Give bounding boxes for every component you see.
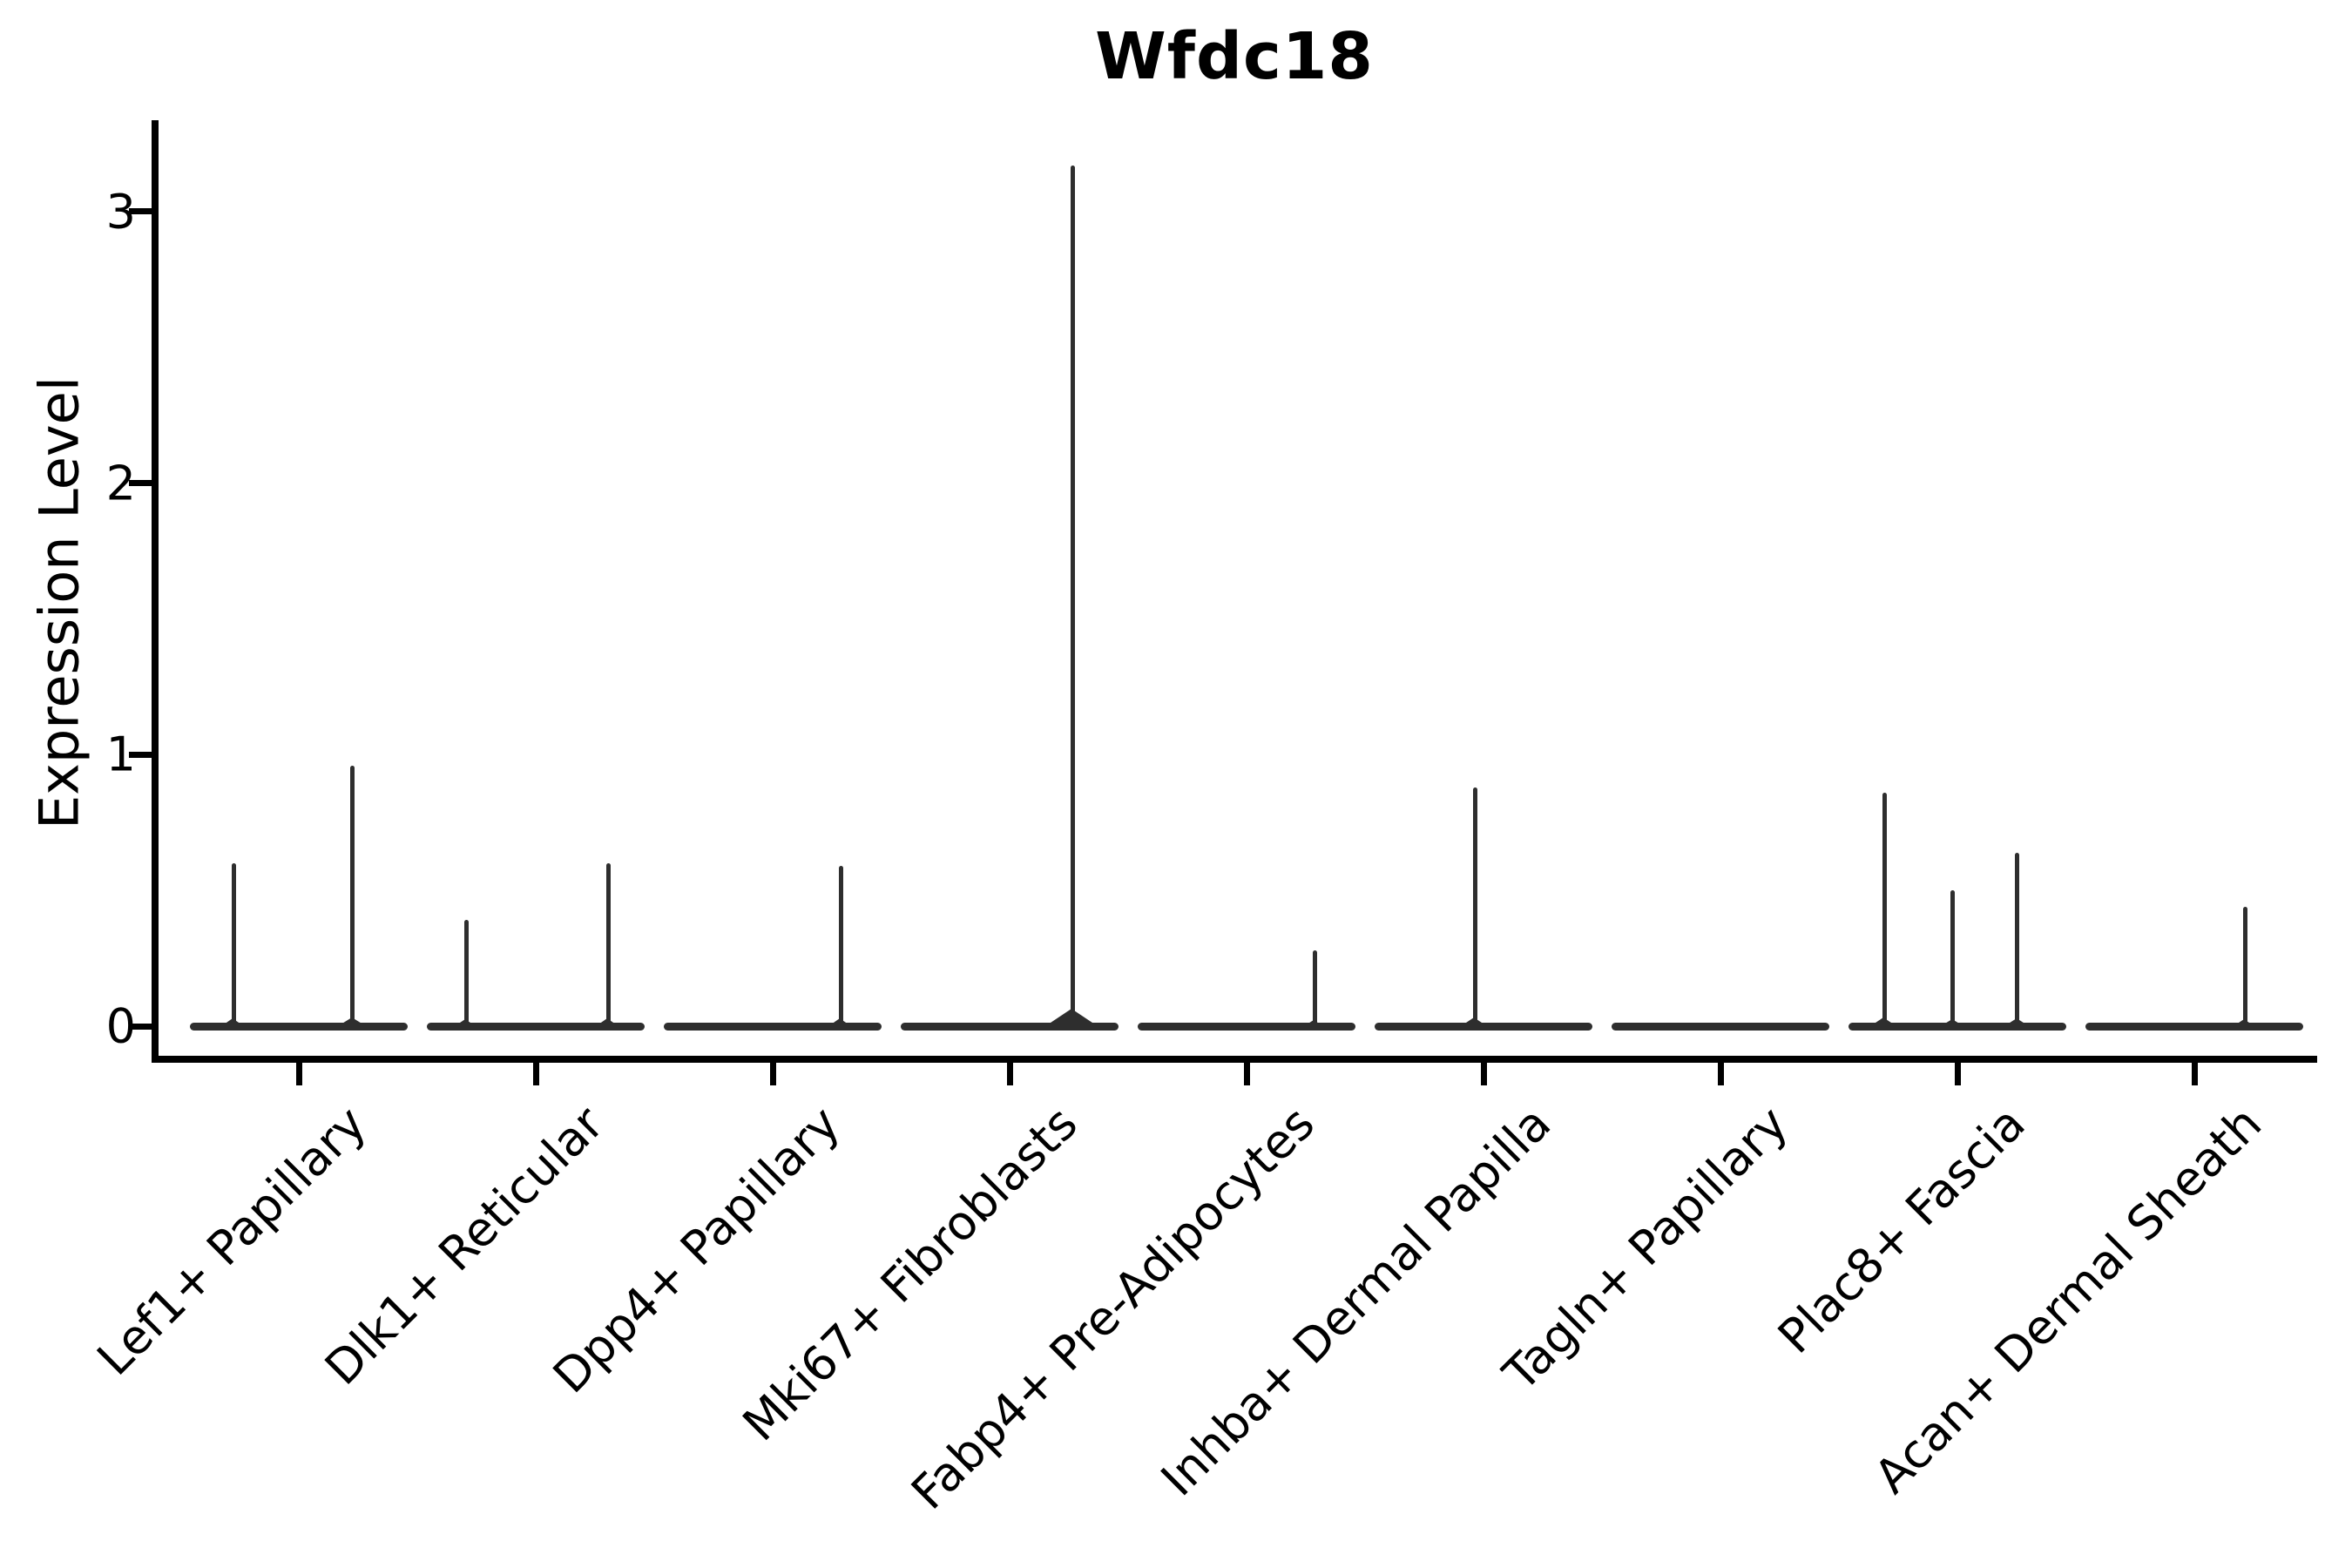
y-tick	[129, 480, 152, 487]
spike-base-flare	[1048, 1006, 1096, 1025]
expression-spike	[1070, 165, 1075, 1026]
spike-base-flare	[224, 1016, 242, 1025]
spike-base-flare	[1463, 1015, 1485, 1025]
x-tick	[532, 1063, 539, 1085]
violin-body	[1375, 1022, 1592, 1031]
x-category-label: Plac8+ Fascia	[1767, 1096, 2036, 1364]
violin-body	[427, 1022, 645, 1031]
x-category-label: Inhba+ Dermal Papilla	[1151, 1096, 1562, 1507]
spike-base-flare	[598, 1016, 617, 1025]
violin-body	[664, 1022, 882, 1031]
violin-body	[1612, 1022, 1829, 1031]
expression-spike	[1312, 950, 1317, 1026]
expression-spike	[2242, 906, 2247, 1026]
x-tick	[1717, 1063, 1724, 1085]
violin-body	[1138, 1022, 1355, 1031]
y-tick	[129, 208, 152, 215]
spike-base-flare	[1307, 1017, 1321, 1024]
spike-base-flare	[2006, 1016, 2026, 1025]
spike-base-flare	[457, 1017, 474, 1025]
spike-base-flare	[831, 1016, 849, 1025]
x-category-label: Fabp4+ Pre-Adipocytes	[900, 1096, 1325, 1520]
y-tick-label: 0	[105, 998, 136, 1054]
spike-base-flare	[1873, 1015, 1895, 1025]
expression-spike	[1950, 890, 1955, 1026]
y-tick	[129, 1023, 152, 1030]
spike-base-flare	[340, 1015, 363, 1024]
expression-spike	[463, 920, 469, 1026]
expression-spike	[2014, 852, 2019, 1026]
violin-body	[901, 1022, 1119, 1031]
x-tick	[295, 1063, 302, 1085]
y-tick-label: 2	[105, 456, 136, 511]
x-tick	[2191, 1063, 2198, 1085]
expression-spike	[1882, 792, 1887, 1026]
x-tick	[1480, 1063, 1487, 1085]
x-category-label: Acan+ Dermal Sheath	[1864, 1096, 2273, 1504]
y-tick-label: 1	[105, 727, 136, 782]
x-axis-spine	[152, 1056, 2317, 1063]
x-tick	[1954, 1063, 1961, 1085]
spike-base-flare	[1943, 1017, 1961, 1024]
y-tick	[129, 751, 152, 758]
y-tick-label: 3	[105, 184, 136, 240]
expression-spike	[231, 862, 236, 1026]
x-tick	[1243, 1063, 1250, 1085]
spike-base-flare	[2236, 1017, 2253, 1024]
violin-body	[190, 1022, 408, 1031]
x-tick	[1006, 1063, 1013, 1085]
x-tick	[769, 1063, 776, 1085]
chart-title: Wfdc18	[1095, 19, 1374, 94]
violin-body	[1848, 1022, 2066, 1031]
expression-spike	[1472, 787, 1477, 1026]
expression-spike	[349, 765, 355, 1026]
violin-body	[2085, 1022, 2303, 1031]
y-axis-spine	[152, 120, 159, 1063]
expression-spike	[605, 862, 611, 1026]
expression-spike	[838, 866, 843, 1026]
